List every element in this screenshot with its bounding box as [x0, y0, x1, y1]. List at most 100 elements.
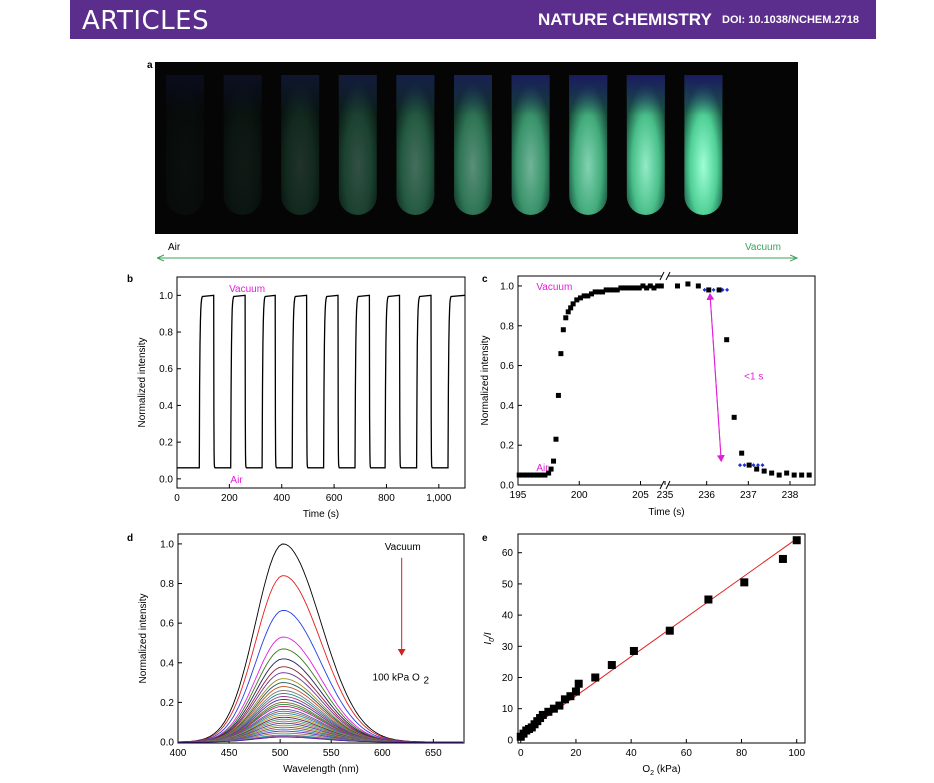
- test-tube: [626, 75, 665, 215]
- y-tick-label: 30: [502, 642, 514, 653]
- data-point: [538, 710, 547, 719]
- x-axis-label: Time (s): [303, 509, 339, 520]
- data-point: [629, 646, 638, 655]
- annotation: Air: [536, 463, 549, 474]
- axis-break-mark: [659, 271, 665, 281]
- y-tick-label: 20: [502, 673, 514, 684]
- spectrum-line: [178, 736, 463, 743]
- test-tube: [223, 75, 262, 215]
- annotation: <1 s: [744, 372, 763, 383]
- data-point: [589, 291, 594, 297]
- x-tick-label: 550: [323, 748, 340, 759]
- data-point: [665, 626, 674, 635]
- x-tick-label: 0: [174, 493, 180, 504]
- x-tick-label: 800: [378, 493, 395, 504]
- data-point: [799, 472, 805, 478]
- tube-top-shade: [684, 75, 723, 115]
- y-axis-label: I0/I: [483, 632, 496, 644]
- y-tick-label: 10: [502, 704, 514, 715]
- x-tick-label: 40: [626, 748, 638, 759]
- annotation: Vacuum: [536, 282, 572, 293]
- annotation: Air: [230, 475, 243, 486]
- data-point: [629, 285, 635, 291]
- doi-label: DOI: 10.1038/NCHEM.2718: [722, 14, 859, 26]
- y-tick-label: 0.2: [160, 698, 174, 709]
- data-point: [555, 701, 564, 710]
- data-point: [704, 595, 713, 604]
- data-point: [740, 578, 749, 587]
- fit-point: [751, 463, 756, 468]
- y-tick-label: 0.0: [500, 481, 514, 492]
- data-point: [542, 472, 548, 478]
- x-tick-label: 237: [740, 490, 757, 501]
- data-point: [706, 287, 712, 293]
- data-point: [746, 462, 752, 468]
- arrow-label-air: Air: [168, 242, 181, 253]
- data-point: [792, 536, 801, 545]
- tube-top-shade: [338, 75, 377, 115]
- data-point: [527, 472, 533, 478]
- series-line: [177, 294, 466, 469]
- x-tick-label: 236: [698, 490, 715, 501]
- data-point: [806, 472, 812, 478]
- data-point: [731, 414, 737, 420]
- y-tick-label: 0.4: [159, 401, 173, 412]
- data-point: [558, 351, 564, 357]
- panel-label-e: e: [482, 533, 488, 544]
- x-tick-label: 600: [374, 748, 391, 759]
- axis-break-mark: [665, 480, 671, 490]
- data-point: [778, 554, 787, 563]
- data-point: [560, 695, 569, 704]
- plot-frame: [177, 533, 465, 744]
- plot-frame: [517, 275, 816, 486]
- y-tick-label: 0.2: [159, 438, 173, 449]
- data-point: [651, 285, 657, 291]
- y-axis-label: Normalized intensity: [137, 337, 148, 427]
- annotation-oxygen: 100 kPa O: [373, 673, 420, 684]
- annotation-oxygen-subscript: 2: [424, 676, 430, 687]
- panel-label-c: c: [482, 274, 488, 285]
- x-axis-label: Wavelength (nm): [283, 764, 359, 775]
- tube-top-shade: [511, 75, 550, 115]
- tube-top-shade: [569, 75, 608, 115]
- panel-label-d: d: [127, 533, 133, 544]
- data-point: [553, 436, 559, 442]
- y-tick-label: 0.8: [160, 579, 174, 590]
- axis-break-mark: [665, 271, 671, 281]
- data-point: [611, 287, 617, 293]
- data-point: [603, 287, 609, 293]
- x-tick-label: 20: [570, 748, 582, 759]
- response-arrow: [706, 292, 722, 462]
- data-point: [644, 285, 650, 291]
- y-tick-label: 0.8: [500, 321, 514, 332]
- data-point: [548, 466, 554, 472]
- data-point: [618, 285, 624, 291]
- data-point: [784, 470, 790, 476]
- tube-top-shade: [166, 75, 204, 115]
- x-axis-label: O2 (kPa): [642, 764, 680, 777]
- data-point: [581, 293, 587, 299]
- data-point: [574, 297, 580, 303]
- data-point: [769, 470, 775, 476]
- y-tick-label: 1.0: [159, 291, 173, 302]
- x-axis-label: Time (s): [648, 507, 684, 518]
- x-tick-label: 80: [736, 748, 748, 759]
- data-point: [685, 281, 691, 287]
- tube-photo: [166, 75, 723, 215]
- test-tube: [569, 75, 608, 215]
- fit-point: [725, 287, 730, 292]
- x-tick-label: 195: [510, 490, 527, 501]
- data-point: [614, 287, 620, 293]
- data-point: [658, 283, 664, 289]
- y-tick-label: 0.6: [500, 361, 514, 372]
- y-tick-label: 40: [502, 611, 514, 622]
- fit-point: [742, 463, 747, 468]
- y-tick-label: 0.0: [159, 474, 173, 485]
- y-tick-label: 1.0: [500, 281, 514, 292]
- y-tick-label: 60: [502, 548, 514, 559]
- y-axis-label: Normalized intensity: [138, 593, 149, 683]
- annotation: Vacuum: [229, 284, 265, 295]
- data-point: [716, 287, 722, 293]
- x-tick-label: 1,000: [426, 493, 451, 504]
- chart-c: 195 200 205 235 236 237 238 0.0 0.2 0.4 0.6 0.8 1.0 T…: [480, 271, 816, 518]
